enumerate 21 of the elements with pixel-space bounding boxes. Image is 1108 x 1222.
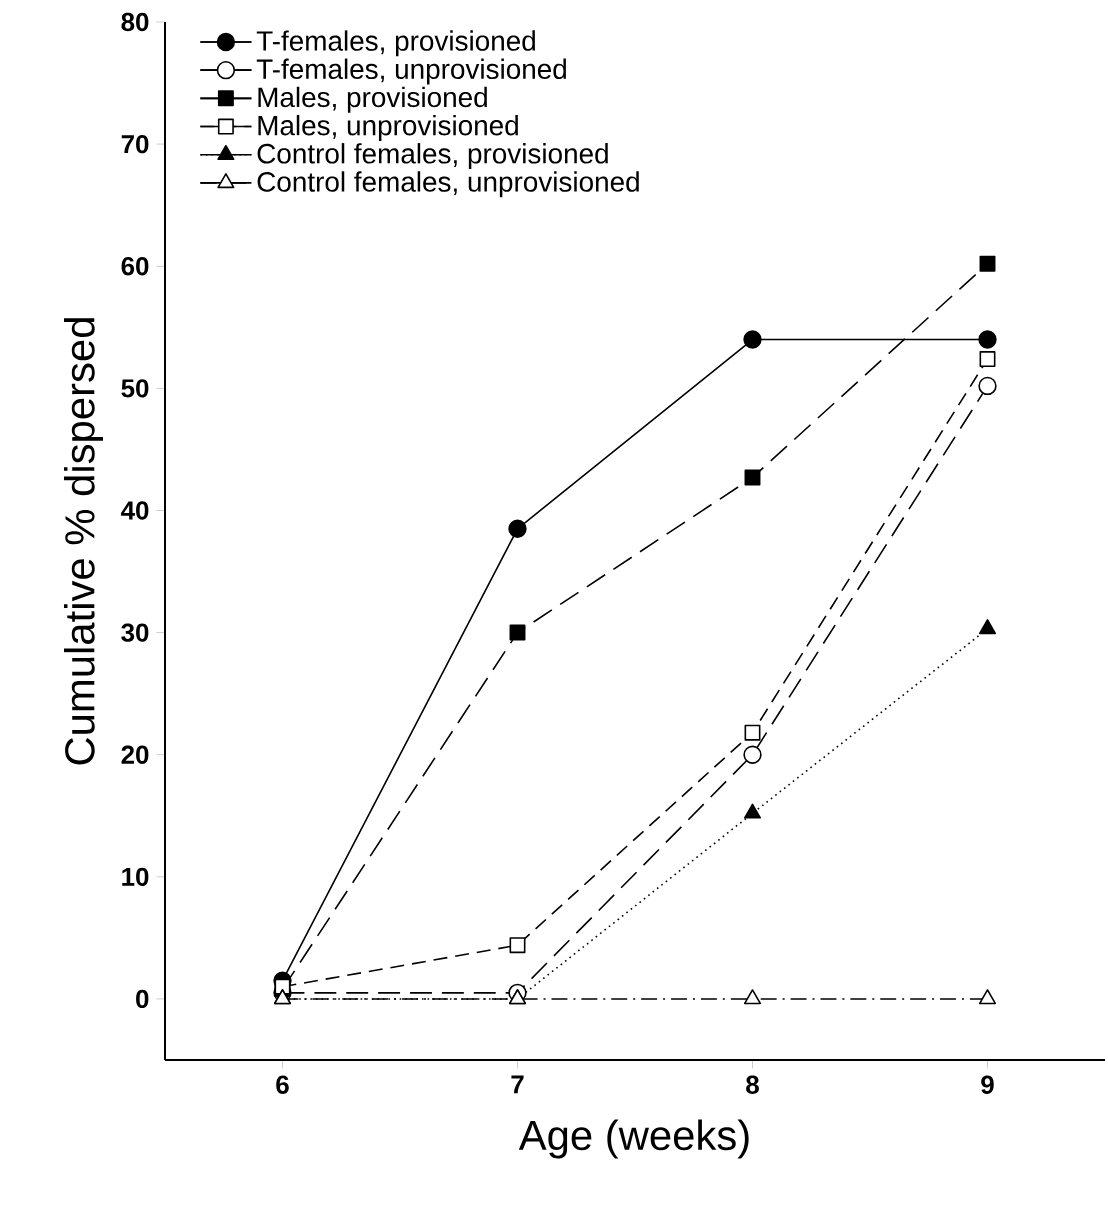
legend-label: T-females, unprovisioned: [256, 58, 566, 85]
legend-label: Control females, unprovisioned: [257, 171, 639, 198]
x-tick-label: 7: [511, 1075, 524, 1094]
y-tick-label: 30: [121, 623, 149, 642]
legend-label: T-females, provisioned: [256, 30, 535, 57]
legend-label: Control females, provisioned: [257, 143, 608, 170]
y-tick-label: 60: [121, 257, 149, 276]
y-tick-label: 10: [122, 867, 149, 886]
y-tick-label: 50: [121, 379, 149, 398]
y-tick-label: 0: [136, 989, 149, 1009]
y-axis-title: Cumulative % dispersed: [63, 318, 103, 765]
legend-label: Males, provisioned: [258, 86, 487, 113]
y-tick-label: 20: [121, 745, 149, 764]
x-tick-label: 9: [981, 1075, 994, 1094]
y-tick-label: 40: [121, 501, 149, 520]
x-tick-label: 8: [746, 1075, 759, 1094]
y-tick-label: 80: [121, 12, 149, 32]
x-tick-label: 6: [276, 1075, 289, 1094]
legend-label: Males, unprovisioned: [258, 114, 518, 141]
y-tick-label: 70: [121, 134, 149, 154]
x-axis-title: Age (weeks): [518, 1119, 749, 1159]
